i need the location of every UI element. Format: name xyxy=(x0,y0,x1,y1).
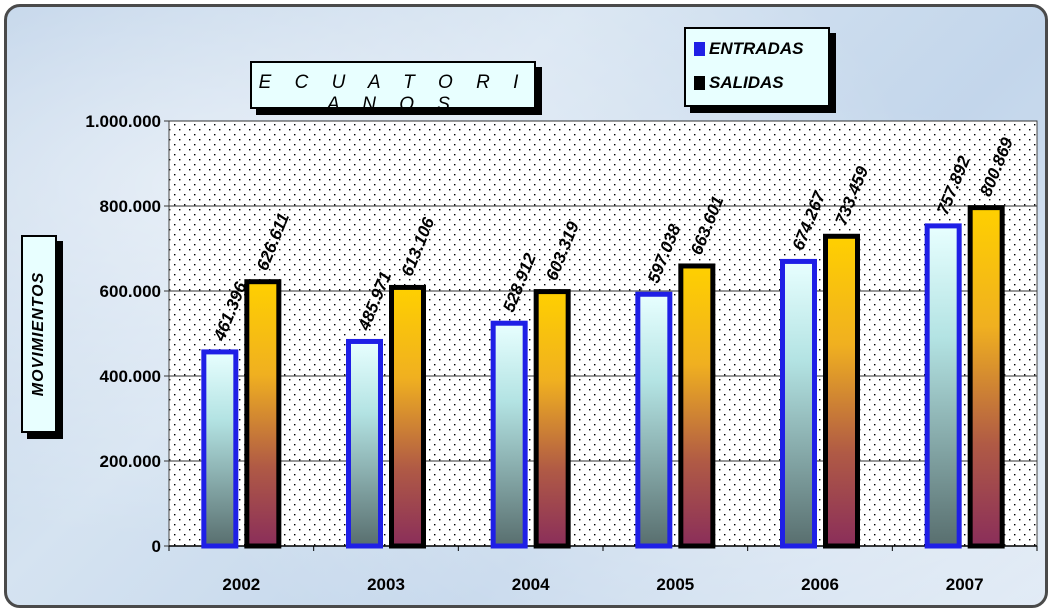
bar-salidas-2005 xyxy=(678,263,716,549)
x-axis-ticks: 2002 2003 2004 2005 2006 2007 xyxy=(168,546,1038,594)
x-tick-label: 2005 xyxy=(656,575,694,594)
bar-entradas-2006 xyxy=(780,258,817,549)
legend-label-entradas: ENTRADAS xyxy=(709,39,804,58)
y-tick-label: 600.000 xyxy=(100,282,161,301)
y-axis-ticks: 0 200.000 400.000 600.000 800.000 1.000.000 xyxy=(85,112,161,556)
x-tick-label: 2007 xyxy=(946,575,984,594)
bar-salidas-2006 xyxy=(823,233,860,549)
x-tick-label: 2003 xyxy=(367,575,405,594)
chart-frame: 0 200.000 400.000 600.000 800.000 1.000.000 4… xyxy=(4,4,1048,608)
bar-entradas-2003 xyxy=(346,338,383,549)
bar-salidas-2007 xyxy=(967,205,1005,549)
bar-entradas-2002 xyxy=(201,349,239,549)
bar-entradas-2005 xyxy=(635,291,673,549)
plot-area xyxy=(168,120,1038,547)
bar-salidas-2004 xyxy=(533,289,571,549)
bars xyxy=(201,205,1005,549)
legend: ENTRADAS SALIDAS xyxy=(684,27,830,107)
bar-chart: 0 200.000 400.000 600.000 800.000 1.000.000 4… xyxy=(85,112,1038,594)
bar-entradas-2007 xyxy=(924,223,962,549)
y-tick-label: 800.000 xyxy=(100,197,161,216)
chart-title: E C U A T O R I A N O S xyxy=(258,72,528,115)
y-axis-label: MOVIMIENTOS xyxy=(30,271,47,397)
y-tick-label: 400.000 xyxy=(100,367,161,386)
x-tick-label: 2004 xyxy=(512,575,550,594)
legend-label-salidas: SALIDAS xyxy=(709,73,784,92)
x-tick-label: 2002 xyxy=(222,575,260,594)
bar-salidas-2003 xyxy=(389,284,426,549)
legend-swatch-salidas xyxy=(694,76,705,90)
x-tick-label: 2006 xyxy=(801,575,839,594)
legend-swatch-entradas xyxy=(694,42,705,56)
legend-item-salidas: SALIDAS xyxy=(694,71,784,95)
y-tick-label: 1.000.000 xyxy=(85,112,161,131)
y-tick-label: 200.000 xyxy=(100,452,161,471)
bar-entradas-2004 xyxy=(490,320,528,549)
y-tick-label: 0 xyxy=(152,537,161,556)
chart-title-box: E C U A T O R I A N O S xyxy=(250,61,536,115)
bar-salidas-2002 xyxy=(244,279,282,549)
legend-item-entradas: ENTRADAS xyxy=(694,37,803,61)
y-axis-label-box: MOVIMIENTOS xyxy=(21,235,57,433)
